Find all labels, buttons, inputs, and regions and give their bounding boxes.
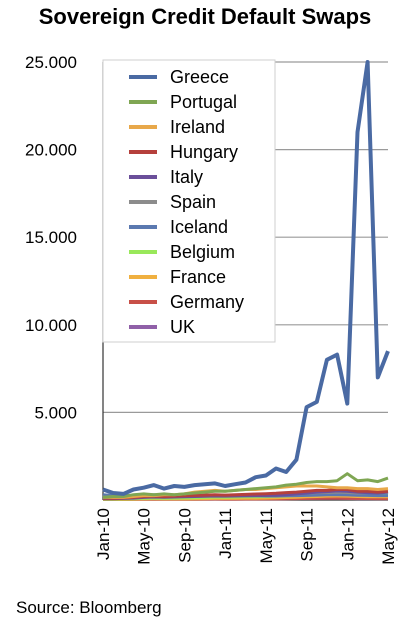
x-tick-label: May-12 bbox=[379, 508, 398, 565]
y-axis-tick-labels: 25.000 20.000 15.000 10.000 5.000 bbox=[25, 53, 77, 422]
legend-label: Iceland bbox=[170, 217, 228, 237]
y-tick-label: 10.000 bbox=[25, 316, 77, 335]
legend-label: Belgium bbox=[170, 242, 235, 262]
legend-label: Hungary bbox=[170, 142, 238, 162]
y-tick-label: 15.000 bbox=[25, 228, 77, 247]
legend-label: Ireland bbox=[170, 117, 225, 137]
x-tick-label: Jan-11 bbox=[216, 508, 235, 559]
series-line-greece bbox=[102, 60, 390, 496]
legend-label: Germany bbox=[170, 292, 244, 312]
x-tick-label: Jan-10 bbox=[94, 508, 113, 560]
series-lines bbox=[102, 60, 390, 501]
series-line-portugal bbox=[102, 472, 389, 499]
legend-label: Portugal bbox=[170, 92, 237, 112]
source-note: Source: Bloomberg bbox=[16, 598, 162, 617]
legend-label: UK bbox=[170, 317, 195, 337]
x-tick-label: Sep-10 bbox=[175, 508, 194, 563]
y-tick-label: 5.000 bbox=[34, 403, 77, 422]
y-tick-label: 25.000 bbox=[25, 53, 77, 72]
y-tick-label: 20.000 bbox=[25, 141, 77, 160]
legend-label: Greece bbox=[170, 67, 229, 87]
x-tick-label: Jan-12 bbox=[338, 508, 357, 560]
chart-title: Sovereign Credit Default Swaps bbox=[38, 4, 372, 29]
x-axis-tick-labels: Jan-10 May-10 Sep-10 Jan-11 May-11 Sep-11 Jan-… bbox=[94, 508, 398, 565]
legend-label: Italy bbox=[170, 167, 203, 187]
legend: Greece Portugal Ireland Hungary Italy Spain Ic… bbox=[102, 59, 276, 343]
x-tick-label: May-10 bbox=[135, 508, 154, 565]
x-tick-label: Sep-11 bbox=[298, 508, 317, 562]
legend-label: France bbox=[170, 267, 226, 287]
x-tick-label: May-11 bbox=[257, 508, 276, 563]
legend-label: Spain bbox=[170, 192, 216, 212]
